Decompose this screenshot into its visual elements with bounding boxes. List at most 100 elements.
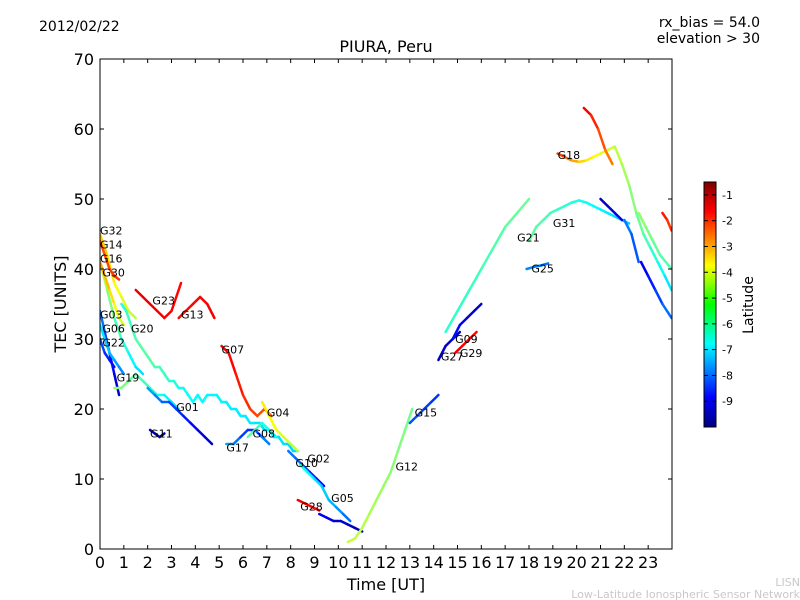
- series-segment: [301, 463, 311, 474]
- series-segment: [191, 295, 202, 306]
- series-label: G08: [253, 428, 276, 441]
- series-segment: [124, 309, 133, 327]
- series-unlabeled: [582, 106, 614, 166]
- x-tick-label: 14: [423, 553, 443, 572]
- colorbar-gradient: [703, 181, 717, 428]
- rx-bias-label: rx_bias = 54.0: [659, 15, 760, 31]
- series-segment: [599, 197, 609, 208]
- series-segment: [172, 379, 180, 390]
- series-segment: [589, 113, 600, 131]
- series-unlabeled: [599, 197, 624, 222]
- series-segment: [327, 498, 338, 509]
- series-segment: [627, 183, 638, 215]
- x-tick-label: 15: [447, 553, 467, 572]
- x-tick-label: 16: [471, 553, 491, 572]
- colorbar-tick-label: -1: [722, 189, 733, 202]
- colorbar-tick-label: -2: [722, 215, 733, 228]
- series-segment: [163, 309, 173, 320]
- series-g13: [177, 295, 216, 320]
- series-segment: [134, 365, 145, 376]
- x-tick-label: 17: [495, 553, 515, 572]
- series-segment: [346, 523, 357, 530]
- series-segment: [239, 428, 250, 439]
- series-g29: [453, 330, 478, 355]
- series-g19: [113, 372, 180, 411]
- series-segment: [298, 463, 309, 474]
- x-tick-label: 8: [286, 553, 296, 572]
- series-segment: [458, 316, 469, 327]
- series-g08: [246, 421, 278, 439]
- series-g17: [225, 428, 271, 446]
- series-segment: [100, 323, 107, 341]
- series-segment: [539, 262, 550, 267]
- series-segment: [623, 218, 633, 236]
- x-axis: 0 1 2 3 4 5 6 7 8 9 10 11 12 13 14 15 16 17 18 19 20 21 22 23: [95, 59, 658, 572]
- series-g06: [100, 323, 126, 376]
- series-segment: [468, 330, 478, 341]
- series-g18: [556, 145, 672, 292]
- series-g25: [525, 262, 550, 271]
- series-segment: [220, 344, 230, 355]
- series-label: G13: [181, 309, 204, 322]
- series-segment: [177, 309, 188, 320]
- colorbar-label: Latitude: [741, 276, 757, 334]
- series-segment: [175, 407, 185, 418]
- x-axis-label: Time [UT]: [346, 575, 425, 594]
- colorbar-tick-label: -9: [722, 395, 733, 408]
- series-segment: [248, 407, 259, 418]
- series-segment: [654, 288, 664, 306]
- series-segment: [127, 372, 137, 383]
- series-segment: [260, 400, 271, 418]
- series-segment: [665, 218, 672, 232]
- series-segment: [315, 477, 326, 488]
- series-segment: [341, 512, 352, 523]
- series-segment: [100, 337, 107, 355]
- series-segment: [296, 498, 307, 505]
- series-g32: [100, 232, 137, 320]
- series-label: G22: [102, 337, 125, 350]
- series-segment: [203, 435, 214, 446]
- series-segment: [144, 351, 152, 362]
- series-segment: [461, 337, 471, 348]
- series-label: G03: [100, 309, 123, 322]
- x-tick-label: 11: [352, 553, 372, 572]
- y-axis-label: TEC [UNITS]: [51, 256, 70, 354]
- y-tick-label: 60: [74, 120, 94, 139]
- series-segment: [196, 393, 204, 404]
- series-segment: [346, 537, 357, 544]
- series-segment: [100, 239, 107, 257]
- series-layer: [100, 106, 672, 544]
- series-g28: [296, 498, 321, 512]
- series-segment: [287, 442, 295, 453]
- elevation-label: elevation > 30: [657, 31, 760, 47]
- series-g02: [298, 463, 352, 523]
- series-segment: [232, 435, 242, 446]
- series-segment: [334, 505, 345, 516]
- series-label: G06: [102, 323, 125, 336]
- series-segment: [422, 400, 433, 411]
- series-segment: [549, 208, 559, 215]
- series-segment: [403, 407, 414, 432]
- series-segment: [182, 386, 190, 397]
- series-segment: [606, 145, 617, 152]
- series-g05: [318, 512, 364, 533]
- series-segment: [644, 225, 655, 243]
- series-segment: [492, 225, 507, 250]
- lisn-long-label: Low-Latitude Ionospheric Sensor Network: [571, 588, 800, 600]
- series-segment: [253, 421, 264, 432]
- series-segment: [103, 337, 111, 355]
- series-segment: [368, 498, 378, 516]
- series-segment: [234, 407, 242, 418]
- y-tick-label: 20: [74, 400, 94, 419]
- series-segment: [303, 502, 314, 509]
- series-label: G09: [455, 333, 478, 346]
- series-segment: [201, 393, 209, 404]
- series-segment: [241, 393, 252, 411]
- series-segment: [289, 442, 300, 453]
- series-segment: [430, 393, 440, 404]
- x-tick-label: 10: [328, 553, 348, 572]
- lisn-short-label: LISN: [775, 576, 800, 589]
- series-segment: [108, 288, 116, 306]
